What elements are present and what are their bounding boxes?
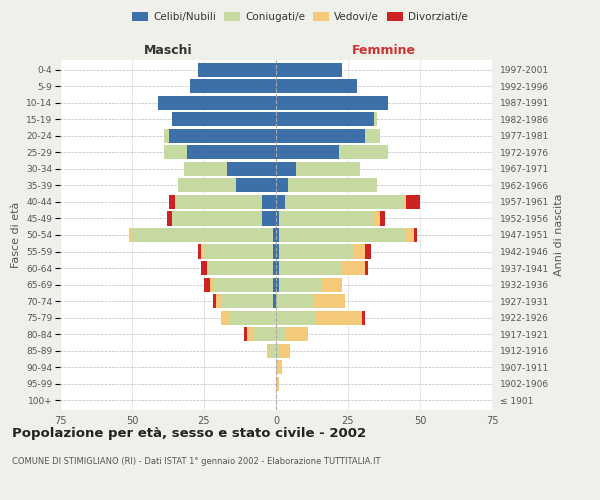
Bar <box>204 244 273 258</box>
Bar <box>210 278 212 291</box>
Bar <box>365 261 368 275</box>
Bar <box>169 129 276 143</box>
Bar <box>129 228 132 242</box>
Bar <box>287 178 377 192</box>
Bar <box>414 228 417 242</box>
Bar <box>132 228 273 242</box>
Bar <box>276 129 365 143</box>
Bar <box>276 327 284 341</box>
Text: Maschi: Maschi <box>143 44 193 58</box>
Bar <box>279 212 374 226</box>
Bar <box>158 96 276 110</box>
Bar <box>273 294 276 308</box>
Bar <box>262 195 276 209</box>
Bar <box>276 228 279 242</box>
Text: Popolazione per età, sesso e stato civile - 2002: Popolazione per età, sesso e stato civil… <box>12 428 366 440</box>
Bar <box>253 327 276 341</box>
Bar <box>374 212 380 226</box>
Bar <box>178 178 236 192</box>
Bar <box>273 228 276 242</box>
Bar <box>276 112 374 126</box>
Legend: Celibi/Nubili, Coniugati/e, Vedovi/e, Divorziati/e: Celibi/Nubili, Coniugati/e, Vedovi/e, Di… <box>128 8 472 26</box>
Bar <box>279 228 406 242</box>
Bar <box>276 80 356 94</box>
Bar <box>215 294 221 308</box>
Bar <box>198 63 276 77</box>
Bar <box>268 344 270 357</box>
Bar <box>172 212 262 226</box>
Bar <box>403 195 406 209</box>
Bar <box>276 310 316 324</box>
Bar <box>276 195 284 209</box>
Bar <box>276 178 287 192</box>
Bar <box>212 294 215 308</box>
Bar <box>201 244 204 258</box>
Bar <box>406 195 420 209</box>
Bar <box>279 261 342 275</box>
Bar <box>164 129 169 143</box>
Bar <box>164 146 187 160</box>
Bar <box>354 244 365 258</box>
Bar <box>276 294 313 308</box>
Bar <box>276 212 279 226</box>
Bar <box>172 112 276 126</box>
Bar <box>201 261 207 275</box>
Bar <box>406 228 414 242</box>
Bar <box>279 344 290 357</box>
Y-axis label: Anni di nascita: Anni di nascita <box>554 194 565 276</box>
Bar <box>169 195 175 209</box>
Bar <box>276 261 279 275</box>
Bar <box>273 244 276 258</box>
Bar <box>276 244 279 258</box>
Bar <box>276 376 279 390</box>
Bar <box>284 327 308 341</box>
Bar <box>167 212 172 226</box>
Bar <box>365 129 380 143</box>
Bar <box>316 310 362 324</box>
Bar <box>276 278 279 291</box>
Bar <box>365 244 371 258</box>
Bar <box>230 310 276 324</box>
Bar <box>279 244 354 258</box>
Bar <box>270 344 276 357</box>
Bar <box>276 360 282 374</box>
Bar <box>276 146 340 160</box>
Bar <box>184 162 227 176</box>
Bar <box>374 112 377 126</box>
Bar <box>362 310 365 324</box>
Bar <box>236 178 276 192</box>
Bar <box>247 327 253 341</box>
Bar <box>221 294 273 308</box>
Bar <box>244 327 247 341</box>
Bar <box>175 195 262 209</box>
Bar <box>276 162 296 176</box>
Text: Femmine: Femmine <box>352 44 416 58</box>
Bar <box>207 261 273 275</box>
Bar <box>322 278 342 291</box>
Bar <box>380 212 385 226</box>
Bar <box>340 146 388 160</box>
Bar <box>227 162 276 176</box>
Bar <box>276 96 388 110</box>
Bar <box>284 195 403 209</box>
Bar <box>273 261 276 275</box>
Bar <box>273 278 276 291</box>
Bar <box>212 278 273 291</box>
Bar <box>296 162 359 176</box>
Bar <box>313 294 345 308</box>
Bar <box>342 261 365 275</box>
Bar <box>276 344 279 357</box>
Bar <box>262 212 276 226</box>
Bar <box>187 146 276 160</box>
Bar <box>221 310 230 324</box>
Bar <box>276 63 342 77</box>
Text: COMUNE DI STIMIGLIANO (RI) - Dati ISTAT 1° gennaio 2002 - Elaborazione TUTTITALI: COMUNE DI STIMIGLIANO (RI) - Dati ISTAT … <box>12 458 380 466</box>
Bar <box>279 278 322 291</box>
Bar <box>198 244 201 258</box>
Bar <box>190 80 276 94</box>
Y-axis label: Fasce di età: Fasce di età <box>11 202 20 268</box>
Bar <box>204 278 210 291</box>
